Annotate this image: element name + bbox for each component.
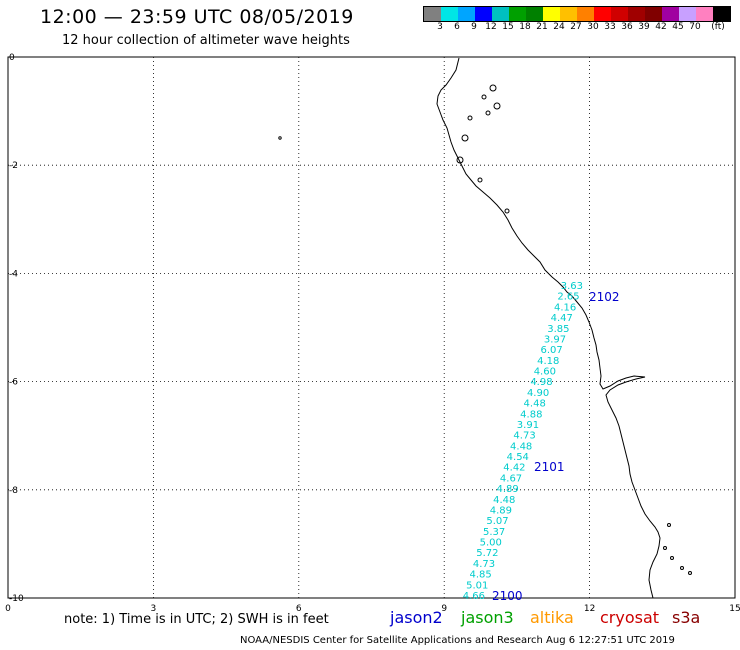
colorbar-swatch [543, 7, 560, 21]
wave-height-value: 4.42 [503, 463, 525, 474]
altimeter-track: 3.632.654.164.473.853.976.074.184.604.98… [463, 281, 583, 602]
footer-credit: NOAA/NESDIS Center for Satellite Applica… [240, 635, 675, 646]
colorbar-label: (ft) [711, 22, 725, 32]
colorbar-swatch [679, 7, 696, 21]
wave-height-value: 4.89 [490, 505, 512, 516]
wave-height-value: 5.01 [466, 580, 488, 591]
page-title: 12:00 — 23:59 UTC 08/05/2019 [40, 6, 354, 28]
wave-height-value: 4.48 [510, 441, 532, 452]
colorbar-swatch [458, 7, 475, 21]
y-tick-label: -2 [9, 161, 18, 171]
map-frame [7, 56, 736, 599]
colorbar-swatch [424, 7, 441, 21]
wave-height-value: 2.65 [557, 292, 579, 303]
colorbar [423, 6, 731, 22]
wave-height-value: 3.85 [547, 324, 569, 335]
colorbar-label: 3 [437, 22, 443, 32]
wave-height-value: 6.07 [540, 345, 562, 356]
satellite-jason2: jason2 [390, 608, 443, 627]
wave-height-value: 3.97 [544, 334, 566, 345]
wave-height-value: 3.91 [517, 420, 539, 431]
colorbar-label: 45 [672, 22, 684, 32]
colorbar-label: 24 [553, 22, 565, 32]
colorbar-swatch [594, 7, 611, 21]
wave-height-value: 4.54 [507, 452, 529, 463]
colorbar-label: 36 [621, 22, 633, 32]
colorbar-label: 9 [471, 22, 477, 32]
wave-height-value: 4.66 [463, 591, 485, 602]
colorbar-label: 30 [587, 22, 599, 32]
y-tick-label: -4 [9, 269, 18, 279]
map-grid [8, 57, 735, 598]
wave-height-value: 4.90 [527, 388, 549, 399]
wave-height-value: 4.85 [469, 570, 491, 581]
satellite-altika: altika [530, 608, 574, 627]
colorbar-label: 15 [502, 22, 514, 32]
colorbar-labels: 3 6 9 12 15 18 21 24 27 30 33 36 39 42 45 70 (ft) [423, 22, 740, 34]
wave-height-value: 4.73 [473, 559, 495, 570]
page-subtitle: 12 hour collection of altimeter wave hei… [62, 33, 350, 48]
colorbar-label: 33 [604, 22, 616, 32]
satellite-jason3: jason3 [461, 608, 514, 627]
colorbar-label: 70 [689, 22, 701, 32]
colorbar-swatch [645, 7, 662, 21]
wave-height-value: 4.67 [500, 473, 522, 484]
colorbar-swatch [628, 7, 645, 21]
y-tick-label: -8 [9, 486, 18, 496]
wave-height-value: 4.48 [493, 495, 515, 506]
y-tick-label: -10 [9, 594, 24, 604]
pass-label: 2100 [492, 589, 523, 603]
wave-height-value: 4.73 [513, 431, 535, 442]
coastline [436, 57, 661, 599]
axis-ticks: 0 3 6 9 12 15 0 -2 -4 -6 -8 -10 [5, 53, 740, 614]
x-tick-label: 0 [5, 604, 11, 614]
colorbar-swatch [560, 7, 577, 21]
x-tick-label: 3 [151, 604, 157, 614]
colorbar-label: 27 [570, 22, 582, 32]
pass-labels: 2102 2101 2100 [492, 290, 620, 603]
y-tick-label: -6 [9, 378, 18, 388]
colorbar-swatch [526, 7, 543, 21]
satellite-cryosat: cryosat [600, 608, 660, 627]
colorbar-swatch [662, 7, 679, 21]
wave-height-value: 4.89 [497, 484, 519, 495]
x-tick-label: 9 [441, 604, 447, 614]
satellite-s3a: s3a [672, 608, 701, 627]
colorbar-swatch [441, 7, 458, 21]
islands [278, 84, 692, 575]
colorbar-swatch [696, 7, 713, 21]
wave-height-value: 5.72 [476, 548, 498, 559]
colorbar-swatch [509, 7, 526, 21]
y-tick-label: 0 [9, 53, 15, 63]
wave-height-value: 5.07 [486, 516, 508, 527]
colorbar-swatch [475, 7, 492, 21]
colorbar-swatch [577, 7, 594, 21]
note-text: note: 1) Time is in UTC; 2) SWH is in fe… [64, 612, 329, 627]
colorbar-label: 12 [485, 22, 497, 32]
wave-height-value: 3.63 [561, 281, 583, 292]
wave-height-value: 5.37 [483, 527, 505, 538]
colorbar-label: 42 [655, 22, 667, 32]
wave-height-value: 4.18 [537, 356, 559, 367]
wave-height-value: 5.00 [480, 538, 502, 549]
x-tick-label: 6 [296, 604, 302, 614]
colorbar-label: 6 [454, 22, 460, 32]
x-tick-label: 15 [729, 604, 740, 614]
wave-height-value: 4.98 [530, 377, 552, 388]
colorbar-swatch [611, 7, 628, 21]
wave-height-value: 4.60 [534, 367, 556, 378]
colorbar-swatch [492, 7, 509, 21]
colorbar-label: 39 [638, 22, 650, 32]
pass-label: 2102 [589, 290, 620, 304]
colorbar-swatch [713, 7, 730, 21]
wave-height-value: 4.16 [554, 302, 576, 313]
wave-height-value: 4.48 [524, 399, 546, 410]
x-tick-label: 12 [584, 604, 595, 614]
colorbar-label: 18 [519, 22, 531, 32]
colorbar-label: 21 [536, 22, 548, 32]
pass-label: 2101 [534, 460, 565, 474]
wave-height-value: 4.88 [520, 409, 542, 420]
wave-height-value: 4.47 [551, 313, 573, 324]
